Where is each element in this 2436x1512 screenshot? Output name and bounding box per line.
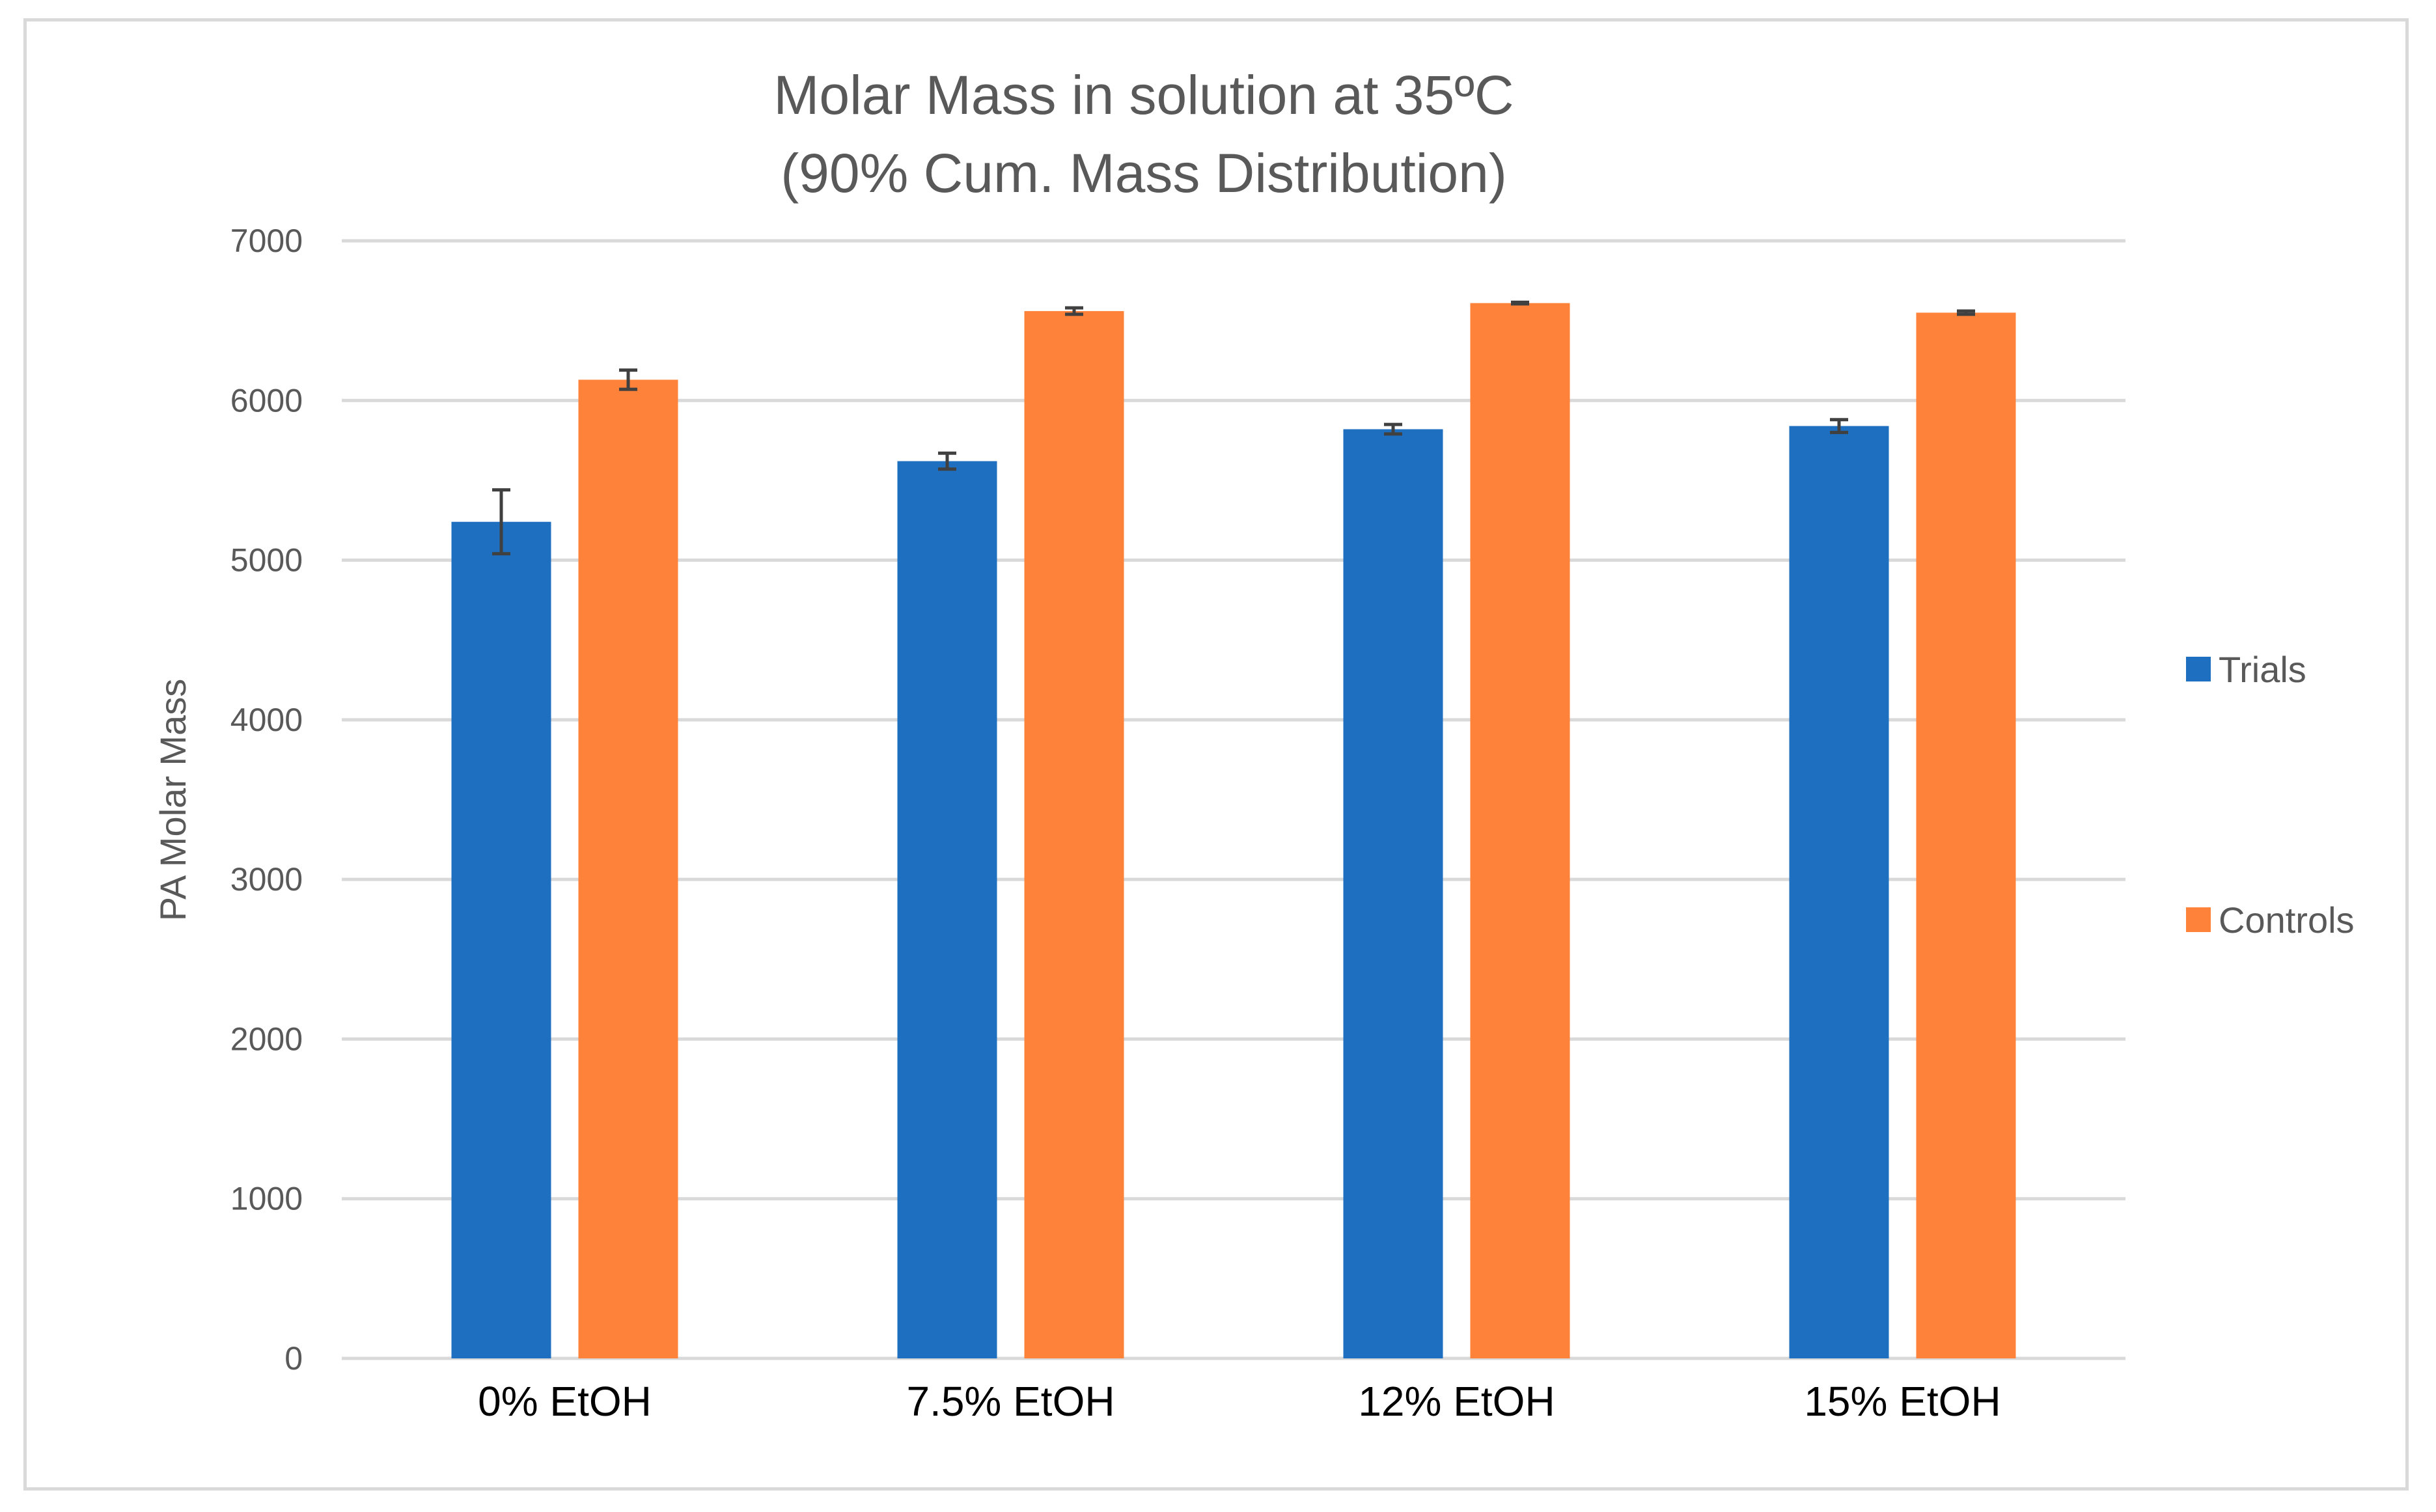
x-category-labels: 0% EtOH 7.5% EtOH 12% EtOH 15% EtOH — [478, 1378, 2001, 1425]
y-tick-label: 2000 — [230, 1021, 303, 1057]
error-bar-controls-3 — [1957, 309, 1975, 316]
legend-label: Controls — [2219, 900, 2355, 941]
legend-swatch — [2186, 907, 2211, 932]
error-bar-controls-1 — [1065, 306, 1083, 316]
error-bars — [492, 300, 1975, 556]
chart-title-line-1: Molar Mass in solution at 35ºC — [773, 64, 1514, 126]
y-tick-label: 4000 — [230, 702, 303, 738]
bar-trials-1 — [897, 461, 997, 1358]
bar-trials-2 — [1343, 429, 1443, 1358]
bars — [451, 303, 2016, 1359]
legend-swatch — [2186, 657, 2211, 681]
bar-controls-3 — [1916, 312, 2016, 1359]
x-category-label: 7.5% EtOH — [906, 1378, 1114, 1425]
bar-trials-3 — [1789, 426, 1889, 1358]
error-bar-trials-2 — [1384, 422, 1402, 436]
y-axis-title: PA Molar Mass — [152, 679, 193, 921]
error-bar-trials-0 — [492, 488, 510, 556]
legend-item-controls: Controls — [2186, 900, 2355, 941]
y-tick-label: 3000 — [230, 861, 303, 898]
legend-label: Trials — [2219, 649, 2306, 690]
error-bar-controls-0 — [619, 368, 637, 391]
bar-controls-0 — [578, 379, 678, 1358]
bar-trials-0 — [451, 521, 551, 1358]
x-category-label: 12% EtOH — [1358, 1378, 1555, 1425]
error-bar-controls-2 — [1511, 300, 1529, 306]
y-tick-labels: 0 1000 2000 3000 4000 5000 6000 7000 — [230, 223, 303, 1377]
y-tick-label: 7000 — [230, 223, 303, 259]
error-bar-trials-3 — [1830, 418, 1848, 434]
bar-controls-1 — [1024, 310, 1124, 1358]
y-tick-label: 5000 — [230, 542, 303, 579]
error-bar-trials-1 — [938, 451, 956, 471]
x-category-label: 15% EtOH — [1804, 1378, 2000, 1425]
y-tick-label: 1000 — [230, 1181, 303, 1217]
x-category-label: 0% EtOH — [478, 1378, 652, 1425]
chart-title-line-2: (90% Cum. Mass Distribution) — [781, 143, 1507, 204]
bar-controls-2 — [1470, 303, 1570, 1359]
legend: Trials Controls — [2186, 649, 2355, 941]
y-tick-label: 6000 — [230, 382, 303, 419]
legend-item-trials: Trials — [2186, 649, 2306, 690]
y-tick-label: 0 — [284, 1340, 303, 1377]
